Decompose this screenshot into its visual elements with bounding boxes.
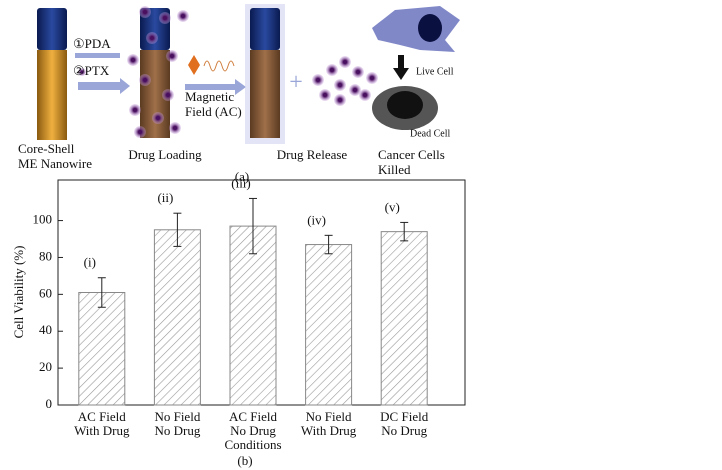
chart: 0 20 40 60 80 100 Cell Viability (%) (b) AC Fiel… <box>11 175 466 468</box>
bar <box>153 229 201 406</box>
nucleus <box>418 14 442 42</box>
rod-cap <box>250 8 280 50</box>
diagram: + <box>37 4 460 144</box>
arrow <box>78 78 130 94</box>
nucleus <box>387 91 423 119</box>
y-tick-label: 80 <box>39 248 52 263</box>
y-axis-label: Cell Viability (%) <box>11 246 26 339</box>
arrow <box>398 55 404 69</box>
rod-cap <box>37 8 67 50</box>
rod-body <box>250 50 280 138</box>
y-tick-label: 60 <box>39 285 52 300</box>
bar <box>305 244 353 406</box>
bar-annotation: (iii) <box>231 175 251 190</box>
wave <box>203 60 235 72</box>
field-label: Field (AC) <box>185 104 242 119</box>
step-label: Drug Release <box>277 147 348 162</box>
reagent: ①PDA <box>73 36 111 51</box>
x-tick-label: No Drug <box>154 423 200 438</box>
cell-label: Dead Cell <box>410 128 450 139</box>
bar-annotation: (iv) <box>307 212 326 227</box>
x-tick-label: Conditions <box>224 437 281 452</box>
reagent: ②PTX <box>73 63 110 78</box>
step-label: Core-Shell <box>18 141 75 156</box>
caption: (b) <box>237 453 252 468</box>
y-tick-label: 100 <box>33 212 53 227</box>
y-tick-label: 0 <box>46 396 53 411</box>
bar-annotation: (v) <box>385 199 400 214</box>
live-cell <box>372 6 460 52</box>
plus: + <box>289 70 303 96</box>
step-label: Drug Loading <box>128 147 202 162</box>
x-tick-label: No Drug <box>381 423 427 438</box>
field-label: Magnetic <box>185 89 234 104</box>
step-label: Killed <box>378 162 411 177</box>
step-label: Cancer Cells <box>378 147 445 162</box>
x-tick-label: AC Field <box>229 409 278 424</box>
x-tick-label: DC Field <box>380 409 429 424</box>
bar <box>380 231 428 406</box>
cell-label: Live Cell <box>416 66 454 77</box>
step-label: ME Nanowire <box>18 156 92 171</box>
bar-annotation: (ii) <box>157 190 173 205</box>
x-tick-label: With Drug <box>74 423 130 438</box>
y-tick-label: 40 <box>39 322 52 337</box>
field-icon <box>188 55 200 75</box>
y-tick-label: 20 <box>39 359 52 374</box>
bar <box>78 292 126 406</box>
bar-annotation: (i) <box>84 255 96 270</box>
arrow <box>185 79 246 95</box>
x-tick-label: AC Field <box>78 409 127 424</box>
arrow <box>75 53 120 58</box>
bar <box>229 225 277 406</box>
drug-dots <box>78 6 378 138</box>
x-tick-label: With Drug <box>301 423 357 438</box>
x-tick-label: No Field <box>306 409 352 424</box>
rod-body <box>37 50 67 140</box>
arrow <box>393 68 409 80</box>
x-tick-label: No Drug <box>230 423 276 438</box>
x-tick-label: No Field <box>154 409 200 424</box>
